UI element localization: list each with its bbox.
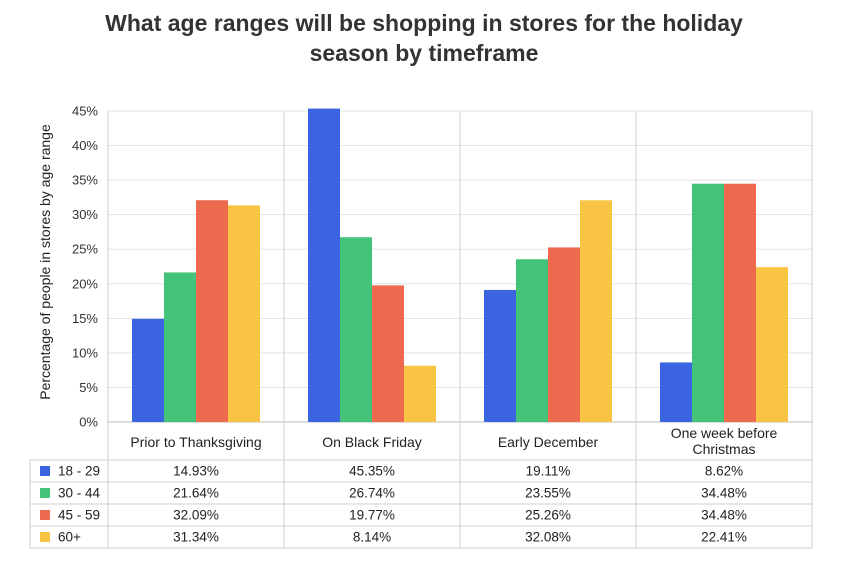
y-tick-label: 35% [72, 173, 98, 188]
bar [692, 183, 724, 422]
legend-swatch [40, 466, 50, 476]
bar [660, 362, 692, 422]
y-tick-label: 45% [72, 104, 98, 119]
bar [132, 318, 164, 422]
data-label: 8.62% [705, 464, 743, 479]
legend-swatch [40, 488, 50, 498]
bar [484, 289, 516, 422]
data-label: 34.48% [701, 508, 747, 523]
data-label: 8.14% [353, 530, 391, 545]
data-label: 45.35% [349, 464, 395, 479]
bar [516, 259, 548, 422]
bar [756, 267, 788, 422]
y-tick-label: 30% [72, 207, 98, 222]
bar [164, 272, 196, 422]
data-label: 22.41% [701, 530, 747, 545]
legend-series-name: 30 - 44 [58, 486, 101, 501]
bar [340, 237, 372, 422]
y-tick-label: 5% [79, 380, 98, 395]
legend-series-name: 45 - 59 [58, 508, 100, 523]
legend-swatch [40, 532, 50, 542]
data-table: Prior to Thanksgiving On Black Friday Earl… [29, 111, 813, 549]
y-axis-title: Percentage of people in stores by age ra… [37, 124, 53, 400]
data-label: 34.48% [701, 486, 747, 501]
data-label: 31.34% [173, 530, 219, 545]
x-category-label: One week before [671, 425, 778, 441]
legend-swatch [40, 510, 50, 520]
bar [580, 200, 612, 422]
y-tick-label: 25% [72, 242, 98, 257]
legend-series-name: 18 - 29 [58, 464, 100, 479]
chart-title-line: season by timeframe [310, 40, 539, 66]
y-tick-label: 20% [72, 276, 98, 291]
y-axis-ticks: 0% 5% 10% 15% 20% 25% 30% 35% 40% 45% [72, 104, 98, 430]
y-tick-label: 10% [72, 345, 98, 360]
data-label: 25.26% [525, 508, 571, 523]
chart-title: What age ranges will be shopping in stor… [105, 10, 743, 66]
data-label: 23.55% [525, 486, 571, 501]
data-label: 14.93% [173, 464, 219, 479]
bar [228, 205, 260, 422]
data-label: 19.11% [526, 464, 571, 479]
bar [196, 200, 228, 422]
x-category-label: Prior to Thanksgiving [130, 434, 261, 450]
bar [548, 247, 580, 422]
bar [372, 285, 404, 422]
bar [404, 365, 436, 422]
y-tick-label: 15% [72, 311, 98, 326]
x-category-label: Early December [498, 434, 599, 450]
legend-series-name: 60+ [58, 530, 81, 545]
bar [724, 183, 756, 422]
chart-title-line: What age ranges will be shopping in stor… [105, 10, 743, 36]
bars [132, 108, 788, 422]
data-label: 19.77% [349, 508, 395, 523]
data-label: 32.09% [173, 508, 219, 523]
x-category-label: Christmas [692, 441, 755, 457]
y-tick-label: 40% [72, 138, 98, 153]
data-label: 21.64% [173, 486, 219, 501]
data-label: 32.08% [525, 530, 571, 545]
data-label: 26.74% [349, 486, 395, 501]
x-category-label: On Black Friday [322, 434, 422, 450]
bar [308, 108, 340, 422]
y-tick-label: 0% [79, 415, 98, 430]
